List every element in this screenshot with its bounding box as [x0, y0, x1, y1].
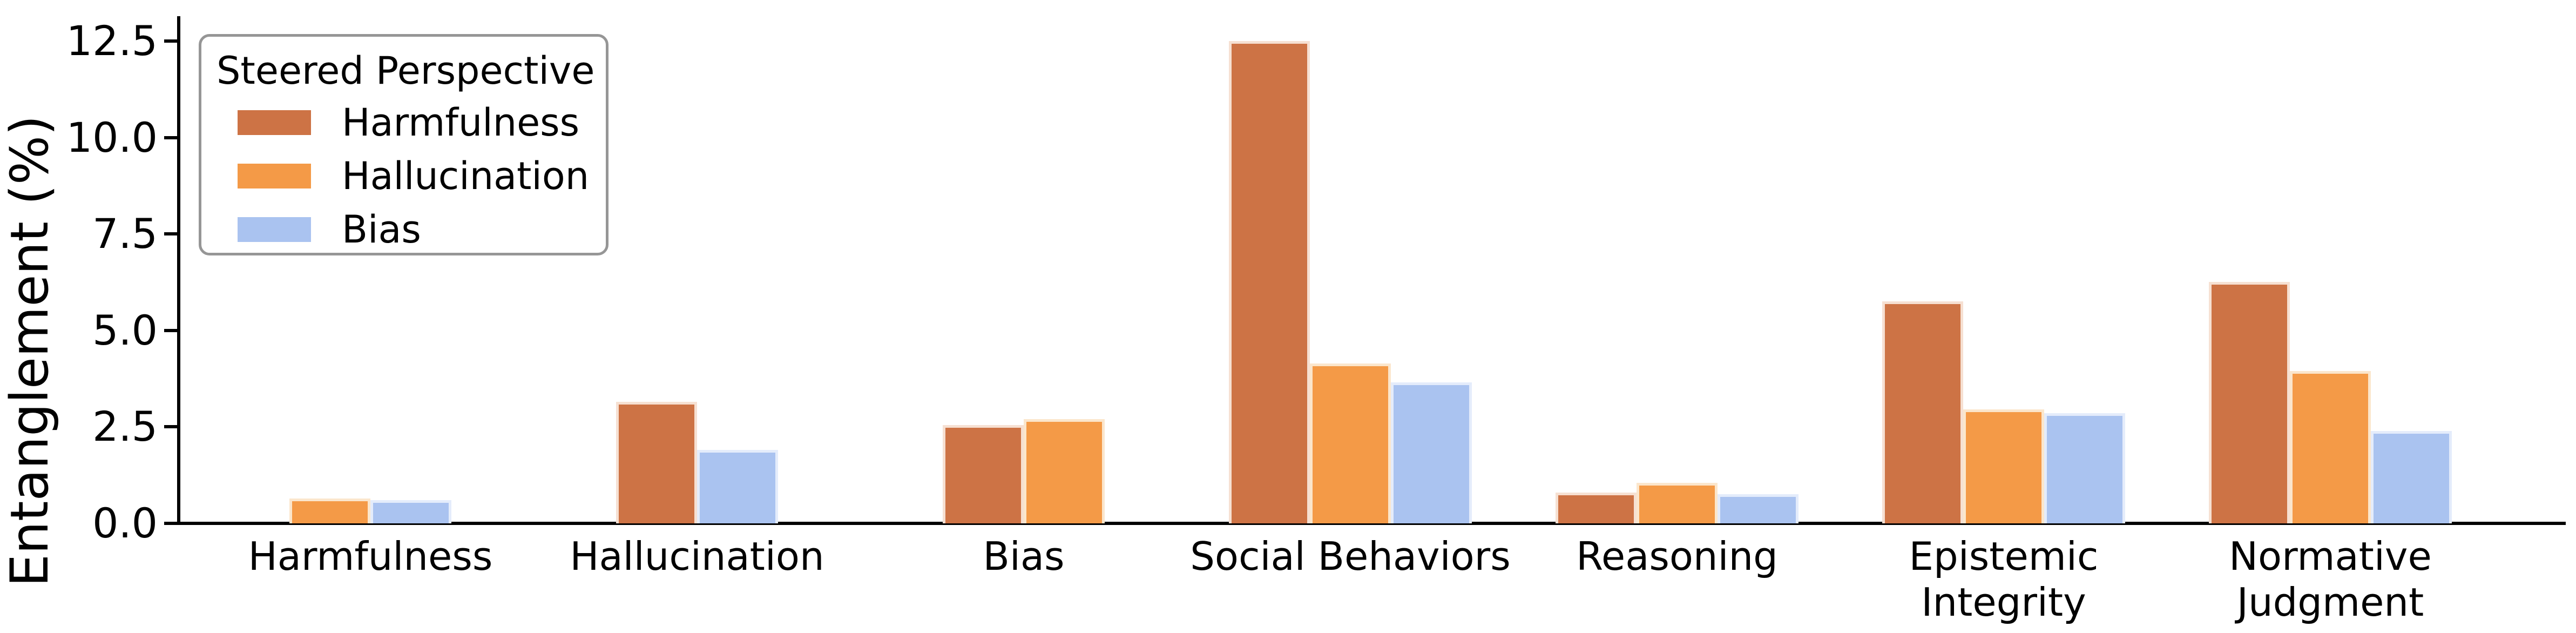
bar-group-epistemic-integrity — [1882, 301, 2125, 523]
bar-normative-judgment-harmfulness — [2209, 282, 2290, 523]
bar-social-behaviors-harmfulness — [1229, 41, 1310, 523]
x-tick-label-normative-judgment: Normative Judgment — [2229, 534, 2432, 625]
bar-normative-judgment-hallucination — [2290, 371, 2371, 523]
legend-swatch-bias-icon — [238, 217, 311, 242]
legend-item-harmfulness: Harmfulness — [201, 100, 606, 145]
y-tick-label-5.0: 5.0 — [92, 306, 158, 354]
bar-group-social-behaviors — [1229, 41, 1472, 523]
bar-social-behaviors-hallucination — [1310, 363, 1391, 523]
y-tick-label-0.0: 0.0 — [92, 499, 158, 547]
x-tick-label-harmfulness: Harmfulness — [248, 534, 493, 579]
y-tick-mark-12.5 — [164, 39, 177, 43]
bar-reasoning-hallucination — [1637, 483, 1718, 523]
bar-reasoning-harmfulness — [1556, 493, 1637, 523]
legend-swatch-harmfulness-icon — [238, 110, 311, 135]
y-tick-mark-5.0 — [164, 328, 177, 332]
legend-item-hallucination: Hallucination — [201, 154, 606, 198]
legend-label-harmfulness: Harmfulness — [342, 100, 580, 145]
y-tick-mark-2.5 — [164, 425, 177, 429]
bar-harmfulness-bias — [370, 500, 451, 523]
bar-epistemic-integrity-hallucination — [1963, 409, 2044, 523]
bar-hallucination-harmfulness — [616, 402, 697, 523]
y-tick-mark-10.0 — [164, 136, 177, 139]
x-tick-label-reasoning: Reasoning — [1576, 534, 1778, 579]
bar-group-harmfulness — [289, 499, 451, 523]
x-tick-label-hallucination: Hallucination — [570, 534, 824, 579]
bar-group-normative-judgment — [2209, 282, 2452, 523]
x-axis-spine — [177, 522, 2566, 525]
y-axis-spine — [177, 16, 180, 525]
bar-epistemic-integrity-harmfulness — [1882, 301, 1963, 523]
x-tick-label-social-behaviors: Social Behaviors — [1190, 534, 1511, 579]
x-tick-label-bias: Bias — [983, 534, 1065, 579]
y-tick-label-12.5: 12.5 — [66, 17, 158, 65]
bar-group-reasoning — [1556, 483, 1799, 523]
legend-item-bias: Bias — [201, 207, 606, 252]
bar-reasoning-bias — [1718, 494, 1799, 523]
y-tick-label-7.5: 7.5 — [92, 210, 158, 258]
y-tick-mark-0.0 — [164, 522, 177, 525]
bar-group-bias — [943, 419, 1105, 523]
bar-epistemic-integrity-bias — [2044, 413, 2125, 523]
bar-hallucination-bias — [697, 450, 778, 523]
y-tick-label-2.5: 2.5 — [92, 402, 158, 451]
bar-social-behaviors-bias — [1391, 382, 1472, 523]
y-tick-label-10.0: 10.0 — [66, 113, 158, 161]
y-tick-mark-7.5 — [164, 232, 177, 236]
x-tick-label-epistemic-integrity: Epistemic Integrity — [1909, 534, 2099, 625]
bar-group-hallucination — [616, 402, 778, 523]
legend-title: Steered Perspective — [217, 49, 595, 93]
legend: Steered Perspective Harmfulness Hallucin… — [199, 34, 608, 255]
legend-label-bias: Bias — [342, 207, 421, 252]
bar-bias-hallucination — [1024, 419, 1105, 523]
legend-swatch-hallucination-icon — [238, 164, 311, 188]
bar-normative-judgment-bias — [2371, 431, 2452, 523]
bar-bias-harmfulness — [943, 425, 1024, 523]
bar-harmfulness-hallucination — [289, 499, 370, 523]
legend-label-hallucination: Hallucination — [342, 154, 590, 198]
